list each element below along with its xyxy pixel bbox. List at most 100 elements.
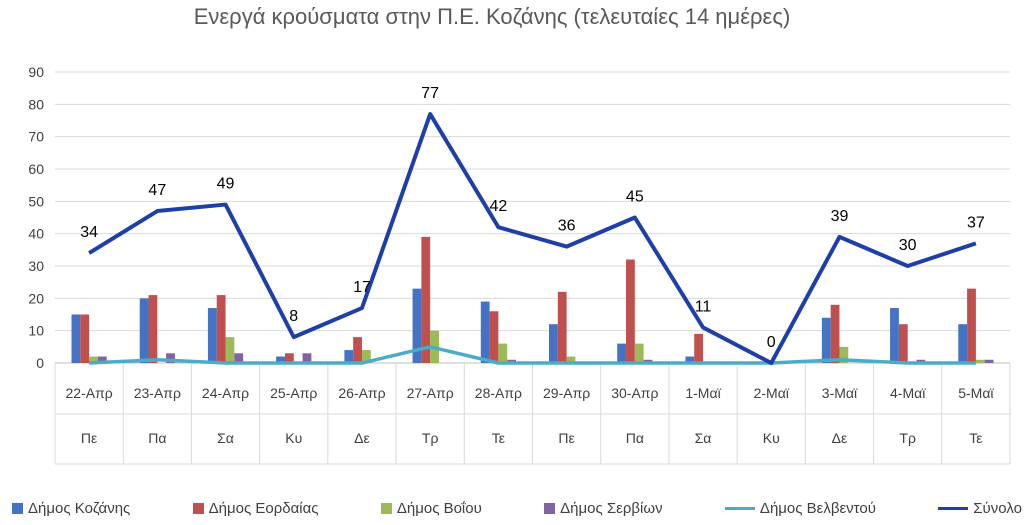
chart-title: Ενεργά κρούσματα στην Π.Ε. Κοζάνης (τελε… <box>193 4 791 29</box>
bar <box>71 314 81 363</box>
bar <box>421 236 431 363</box>
x-tick-label: 23-Απρ <box>134 385 181 401</box>
legend-item: Σύνολο <box>938 500 1022 517</box>
bar <box>557 291 567 363</box>
x-tick-label: 3-Μαϊ <box>822 385 858 401</box>
bar <box>216 295 226 363</box>
legend-swatch <box>192 502 204 514</box>
x-tick-label: 28-Απρ <box>475 385 522 401</box>
y-tick-label: 0 <box>36 355 44 371</box>
data-label: 37 <box>967 214 985 231</box>
x-tick-label: 29-Απρ <box>543 385 590 401</box>
data-label: 42 <box>489 198 507 215</box>
bar <box>821 317 831 363</box>
y-tick-label: 80 <box>28 96 44 112</box>
x-day-label: Κυ <box>285 430 302 446</box>
x-day-label: Πα <box>626 430 644 446</box>
data-label: 11 <box>695 298 712 315</box>
x-day-label: Τε <box>969 430 982 446</box>
legend-label: Δήμος Κοζάνης <box>28 499 131 517</box>
bar <box>958 324 968 363</box>
bar <box>225 337 235 363</box>
bar <box>302 353 312 363</box>
bar <box>89 356 98 363</box>
y-tick-label: 60 <box>28 161 44 177</box>
x-tick-label: 2-Μαϊ <box>754 385 790 401</box>
x-day-label: Δε <box>832 430 848 446</box>
bar <box>967 288 976 363</box>
bar <box>234 353 244 363</box>
bar <box>549 324 558 363</box>
x-tick-label: 4-Μαϊ <box>890 385 926 401</box>
legend-label: Δήμος Βοΐου <box>396 499 482 517</box>
bar <box>634 343 644 363</box>
legend-item: Δήμος Κοζάνης <box>12 500 130 517</box>
chart-legend: Δήμος Κοζάνης Δήμος Εορδαίας Δήμος Βοΐου Δή… <box>12 496 1022 520</box>
x-day-label: Πε <box>81 430 97 446</box>
bar <box>566 356 576 363</box>
bar <box>498 343 508 363</box>
x-day-label: Σα <box>217 430 234 446</box>
x-tick-label: 30-Απρ <box>611 385 658 401</box>
legend-swatch <box>12 502 23 514</box>
legend-swatch <box>380 502 392 514</box>
bar <box>626 259 635 363</box>
bar <box>685 356 695 363</box>
series-line <box>89 345 976 365</box>
legend-label: Δήμος Βελβεντού <box>759 499 876 517</box>
bar <box>361 350 371 363</box>
data-label: 47 <box>148 182 166 199</box>
x-tick-label: 5-Μαϊ <box>958 385 994 401</box>
bar <box>139 298 149 363</box>
bar <box>984 359 994 363</box>
data-label: 77 <box>421 85 439 102</box>
bar <box>898 324 908 363</box>
x-tick-label: 26-Απρ <box>338 385 385 401</box>
x-tick-label: 24-Απρ <box>202 385 249 401</box>
data-label: 39 <box>831 208 849 225</box>
legend-item: Δήμος Σερβίων <box>544 500 663 517</box>
x-day-label: Τρ <box>422 430 439 446</box>
bar <box>353 337 362 363</box>
bar <box>284 353 294 363</box>
data-label: 45 <box>626 189 644 206</box>
y-tick-label: 50 <box>28 193 44 209</box>
x-day-label: Τρ <box>899 430 916 446</box>
x-tick-label: 1-Μαϊ <box>685 385 721 401</box>
x-day-label: Τε <box>492 430 505 446</box>
bar <box>97 356 107 363</box>
x-day-label: Πε <box>558 430 574 446</box>
bar <box>80 314 90 363</box>
y-tick-label: 20 <box>28 290 44 306</box>
data-label: 36 <box>558 218 576 235</box>
bar <box>694 333 704 363</box>
legend-swatch <box>544 502 556 514</box>
bar <box>276 356 285 363</box>
y-tick-label: 40 <box>28 226 44 242</box>
legend-label: Δήμος Εορδαίας <box>208 499 319 517</box>
bar <box>489 311 499 363</box>
bar <box>148 295 158 363</box>
x-day-label: Πα <box>148 430 166 446</box>
bar <box>975 359 985 363</box>
bar <box>617 343 627 363</box>
data-label: 30 <box>899 237 917 254</box>
y-tick-label: 10 <box>28 323 44 339</box>
series-line <box>88 112 977 365</box>
legend-item: Δήμος Βελβεντού <box>724 499 876 517</box>
legend-swatch <box>724 506 755 510</box>
x-day-label: Κυ <box>763 430 780 446</box>
y-tick-label: 90 <box>28 64 44 80</box>
bar <box>207 308 217 363</box>
x-day-label: Δε <box>354 430 370 446</box>
bar <box>166 353 175 363</box>
legend-item: Δήμος Εορδαίας <box>192 499 319 517</box>
x-tick-label: 22-Απρ <box>66 385 113 401</box>
x-tick-label: 27-Απρ <box>407 385 454 401</box>
legend-swatch <box>938 506 969 510</box>
data-label: 8 <box>289 308 298 325</box>
bar <box>480 301 490 363</box>
bar <box>830 304 840 363</box>
